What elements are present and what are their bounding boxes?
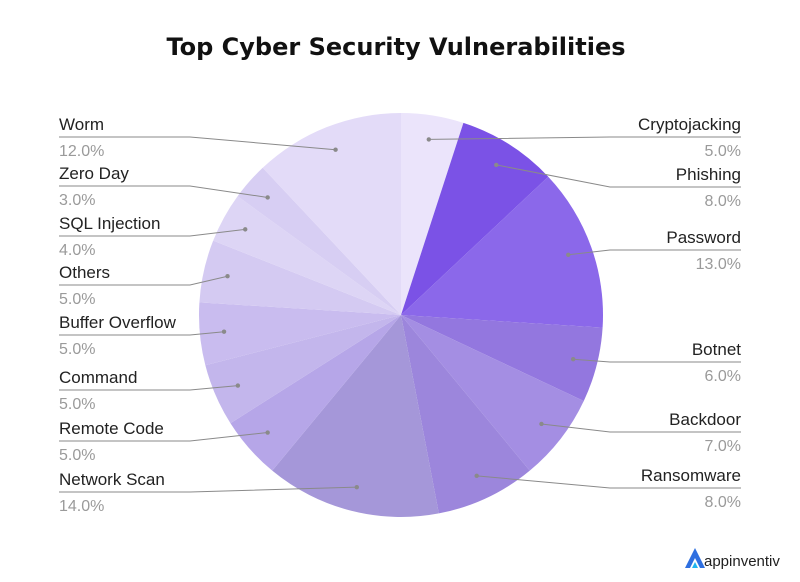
leader-line-backdoor	[541, 423, 741, 433]
slice-percent-others: 5.0%	[59, 291, 95, 308]
slice-percent-botnet: 6.0%	[705, 368, 741, 385]
leader-dot-ransomware	[474, 473, 479, 479]
slice-label-network-scan: Network Scan	[59, 470, 165, 489]
leader-line-password	[568, 249, 741, 256]
slice-labels: Cryptojacking 5.0% Phishing 8.0% Password 13.…	[59, 115, 741, 515]
slice-label-remote-code: Remote Code	[59, 419, 164, 438]
pie-slice-sql-injection	[213, 196, 401, 315]
leader-dot-remote-code	[265, 430, 270, 435]
slice-percent-phishing: 8.0%	[705, 193, 741, 210]
slice-label-others: Others	[59, 263, 110, 282]
leader-dot-buffer-overflow	[221, 329, 227, 334]
chart-title: Top Cyber Security Vulnerabilities	[166, 33, 625, 61]
slice-label-password: Password	[666, 228, 741, 247]
pie-slice-others	[199, 240, 401, 315]
leader-line-others	[59, 275, 228, 286]
leader-lines	[59, 136, 741, 493]
leader-dot-zero-day	[265, 195, 270, 200]
pie-slice-botnet	[401, 315, 603, 402]
leader-line-ransomware	[476, 475, 741, 489]
slice-label-sql-injection: SQL Injection	[59, 214, 160, 233]
leader-line-cryptojacking	[428, 136, 741, 140]
slice-percent-worm: 12.0%	[59, 143, 104, 160]
slice-percent-cryptojacking: 5.0%	[705, 143, 741, 160]
slice-percent-password: 13.0%	[696, 256, 741, 273]
leader-line-command	[59, 385, 238, 391]
leader-dot-cryptojacking	[426, 137, 432, 142]
pie-slices	[199, 113, 603, 517]
leader-dot-backdoor	[539, 421, 544, 427]
pie-slice-cryptojacking	[401, 113, 464, 315]
leader-dot-worm	[333, 147, 338, 152]
logo-text: appinventiv	[704, 553, 780, 570]
slice-label-worm: Worm	[59, 115, 104, 134]
leader-line-phishing	[496, 164, 741, 188]
leader-line-botnet	[573, 358, 741, 363]
appinventiv-logo: appinventiv	[685, 548, 780, 570]
slice-percent-buffer-overflow: 5.0%	[59, 341, 95, 358]
leader-line-worm	[59, 136, 336, 151]
leader-line-sql-injection	[59, 228, 246, 237]
leader-dot-sql-injection	[243, 227, 248, 232]
pie-slice-network-scan	[272, 315, 439, 517]
slice-percent-zero-day: 3.0%	[59, 192, 95, 209]
pie-slice-zero-day	[237, 167, 401, 315]
slice-label-command: Command	[59, 368, 137, 387]
slice-label-cryptojacking: Cryptojacking	[638, 115, 741, 134]
pie-slice-command	[205, 315, 401, 424]
logo-icon	[685, 548, 705, 568]
leader-dot-network-scan	[354, 484, 359, 490]
slice-label-zero-day: Zero Day	[59, 164, 129, 183]
leader-dot-others	[225, 274, 230, 279]
leader-dot-botnet	[570, 357, 576, 362]
slice-percent-backdoor: 7.0%	[705, 438, 741, 455]
leader-dot-command	[235, 383, 241, 388]
pie-slice-ransomware	[401, 315, 530, 514]
slice-label-ransomware: Ransomware	[641, 466, 741, 485]
slice-percent-sql-injection: 4.0%	[59, 242, 95, 259]
slice-percent-command: 5.0%	[59, 396, 95, 413]
leader-line-remote-code	[59, 432, 268, 442]
pie-slice-worm	[262, 113, 401, 315]
leader-dot-password	[566, 252, 571, 257]
pie-slice-phishing	[401, 122, 549, 315]
slice-label-backdoor: Backdoor	[669, 410, 741, 429]
leader-line-zero-day	[59, 185, 268, 198]
pie-slice-buffer-overflow	[199, 302, 401, 366]
leader-line-network-scan	[59, 486, 357, 493]
slice-label-buffer-overflow: Buffer Overflow	[59, 313, 177, 332]
slice-label-phishing: Phishing	[676, 165, 741, 184]
slice-percent-network-scan: 14.0%	[59, 498, 104, 515]
slice-label-botnet: Botnet	[692, 340, 741, 359]
leader-line-buffer-overflow	[59, 331, 225, 336]
pie-slice-password	[401, 176, 603, 328]
slice-percent-remote-code: 5.0%	[59, 447, 95, 464]
leader-dot-phishing	[494, 162, 499, 168]
pie-slice-backdoor	[401, 315, 584, 471]
pie-slice-remote-code	[230, 315, 401, 471]
slice-percent-ransomware: 8.0%	[705, 494, 741, 511]
